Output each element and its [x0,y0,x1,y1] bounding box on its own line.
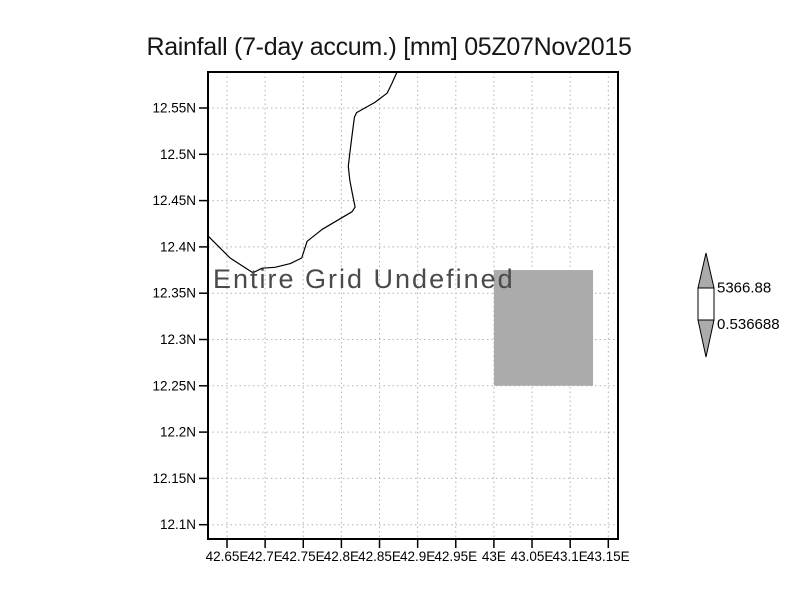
y-tick-label: 12.25N [152,378,196,393]
x-tick-label: 42.95E [434,549,477,564]
x-tick-label: 42.8E [324,549,359,564]
x-tick-label: 43.15E [587,549,630,564]
y-tick-label: 12.3N [160,332,196,347]
plot-title: Rainfall (7-day accum.) [mm] 05Z07Nov201… [146,33,632,61]
y-tick-label: 12.2N [160,425,196,440]
x-tick-label: 42.9E [400,549,435,564]
plot-frame [207,71,619,540]
y-tick-label: 12.15N [152,471,196,486]
x-tick-label: 42.7E [247,549,282,564]
colorbar-up-arrow-icon [697,252,715,289]
y-tick-label: 12.45N [152,193,196,208]
x-tick-label: 42.75E [282,549,325,564]
colorbar-min-label: 0.536688 [717,316,780,333]
colorbar-max-label: 5366.88 [717,280,771,297]
undefined-grid-cell [493,270,594,386]
y-tick-label: 12.5N [160,147,196,162]
coastline-path [207,71,398,274]
colorbar-body [697,287,715,321]
colorbar-down-arrow-icon [697,319,715,358]
x-tick-label: 42.65E [206,549,249,564]
y-tick-label: 12.55N [152,101,196,116]
x-tick-label: 43E [482,549,506,564]
y-tick-label: 12.35N [152,286,196,301]
x-tick-label: 43.05E [511,549,554,564]
colorbar: 5366.88 0.536688 [697,252,780,358]
y-tick-label: 12.4N [160,239,196,254]
x-tick-label: 42.85E [358,549,401,564]
y-tick-label: 12.1N [160,517,196,532]
grid-undefined-annotation: Entire Grid Undefined [213,264,515,294]
x-tick-label: 43.1E [553,549,588,564]
